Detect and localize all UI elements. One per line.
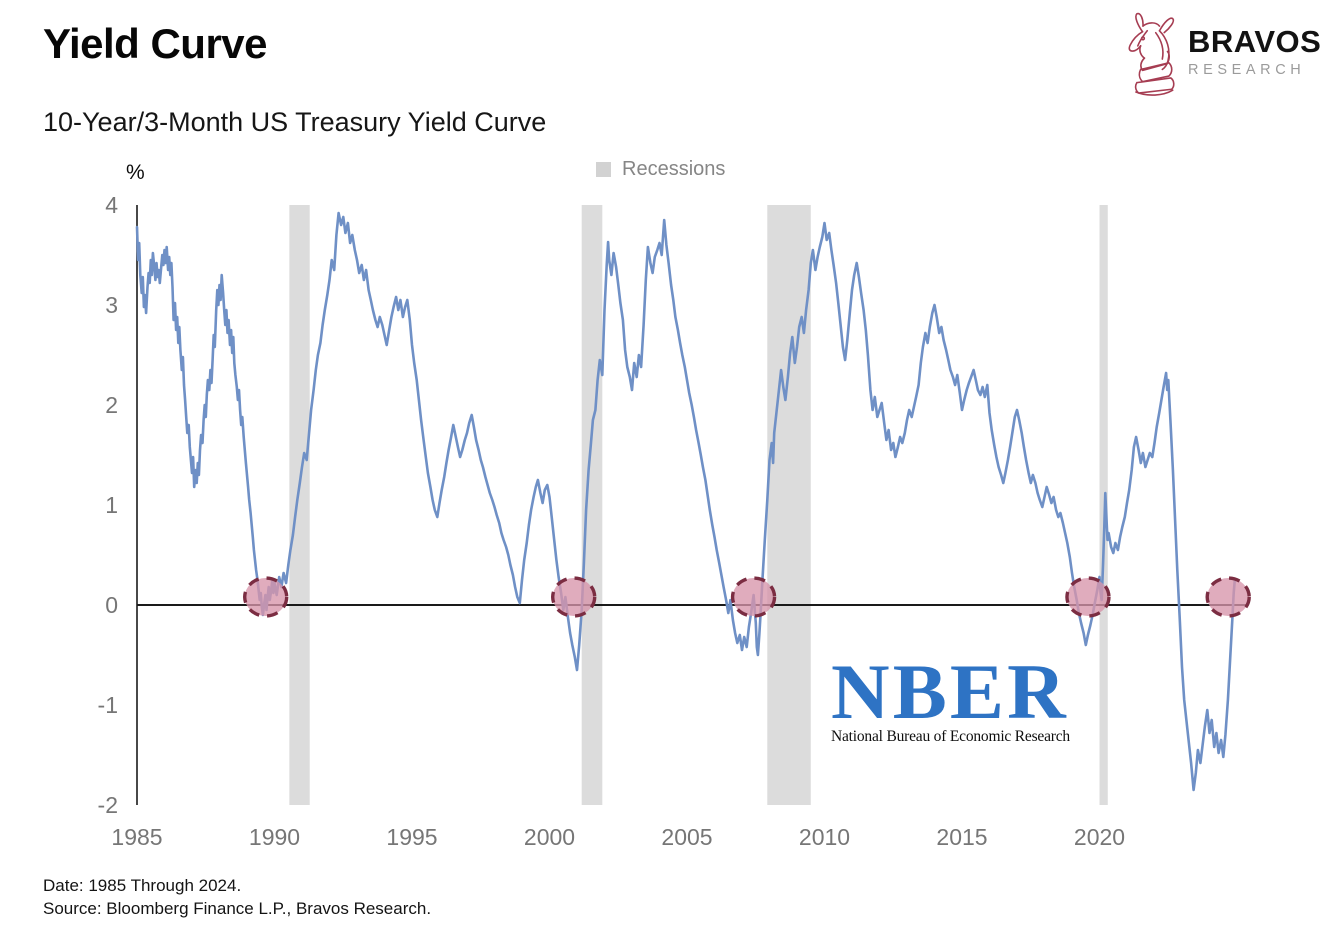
inversion-marker xyxy=(243,576,289,618)
y-tick-label: -2 xyxy=(98,792,118,818)
footnotes: Date: 1985 Through 2024. Source: Bloombe… xyxy=(43,874,431,920)
nber-wordmark: NBER xyxy=(831,648,1069,735)
x-tick-label: 1990 xyxy=(249,824,300,850)
knight-chess-icon xyxy=(1128,12,1175,96)
inversion-marker xyxy=(551,576,597,618)
x-tick-label: 1985 xyxy=(111,824,162,850)
inversion-marker xyxy=(1205,576,1251,618)
x-tick-label: 2000 xyxy=(524,824,575,850)
brand-name: BRAVOS xyxy=(1188,24,1322,59)
source-note: Source: Bloomberg Finance L.P., Bravos R… xyxy=(43,899,432,918)
x-tick-label: 1995 xyxy=(386,824,437,850)
x-tick-label: 2015 xyxy=(936,824,987,850)
y-tick-label: -1 xyxy=(98,692,118,718)
y-tick-label: 3 xyxy=(105,292,118,318)
date-note: Date: 1985 Through 2024. xyxy=(43,876,242,895)
nber-watermark-subtitle: National Bureau of Economic Research xyxy=(831,727,1070,745)
legend: Recessions xyxy=(596,158,725,181)
bravos-research-logo: BRAVOS RESEARCH xyxy=(1118,6,1321,98)
brand-subtitle: RESEARCH xyxy=(1188,61,1306,78)
brand-text: BRAVOS RESEARCH xyxy=(1188,24,1322,78)
inversion-marker xyxy=(730,576,777,618)
x-tick-label: 2020 xyxy=(1074,824,1125,850)
y-tick-label: 1 xyxy=(105,492,118,518)
inversion-marker xyxy=(1065,576,1111,618)
x-tick-label: 2005 xyxy=(661,824,712,850)
nber-watermark: NBER National Bureau of Economic Researc… xyxy=(831,653,1091,746)
chart-subtitle: 10-Year/3-Month US Treasury Yield Curve xyxy=(43,107,547,137)
recession-legend-swatch xyxy=(596,162,611,177)
x-tick-label: 2010 xyxy=(799,824,850,850)
recession-band xyxy=(767,205,811,805)
y-tick-label: 4 xyxy=(105,192,118,218)
recession-band xyxy=(581,205,603,805)
y-tick-label: 2 xyxy=(105,392,118,418)
y-tick-label: 0 xyxy=(105,592,118,618)
page-title: Yield Curve xyxy=(43,20,268,67)
recession-band xyxy=(289,205,310,805)
y-axis-unit-label: % xyxy=(126,161,145,184)
recession-legend-label: Recessions xyxy=(622,158,726,180)
yield-spread-line xyxy=(135,211,1237,792)
recession-band xyxy=(1099,205,1108,805)
